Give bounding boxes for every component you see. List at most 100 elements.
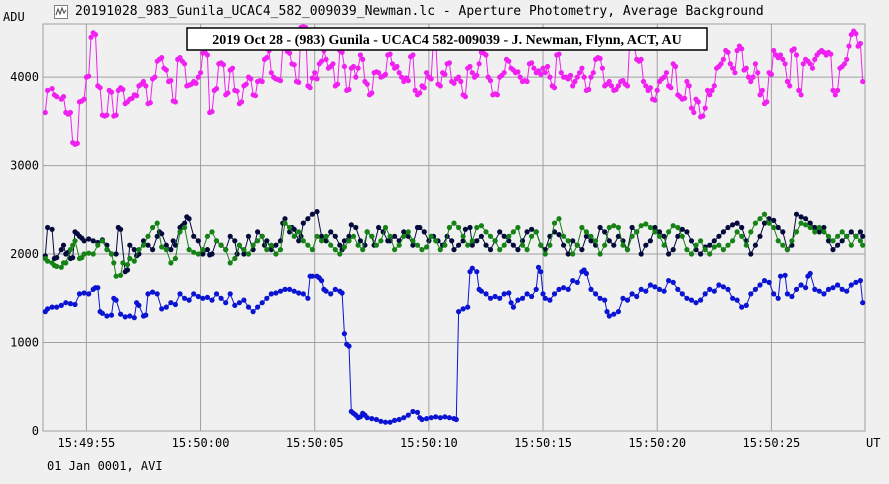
data-point	[830, 285, 836, 291]
data-point	[469, 242, 475, 248]
y-tick-label: 4000	[10, 70, 39, 84]
data-point	[780, 229, 786, 235]
data-point	[410, 242, 416, 248]
data-point	[766, 220, 772, 226]
data-point	[478, 233, 484, 239]
data-point	[209, 297, 215, 303]
data-point	[145, 242, 151, 248]
data-point	[839, 286, 845, 292]
data-point	[182, 61, 188, 67]
data-point	[844, 288, 850, 294]
data-point	[456, 309, 462, 315]
data-point	[357, 238, 363, 244]
data-point	[54, 263, 60, 269]
data-point	[414, 409, 421, 415]
data-point	[195, 251, 201, 257]
data-point	[467, 224, 473, 231]
data-point	[588, 233, 594, 239]
data-point	[127, 313, 133, 319]
data-point	[54, 304, 60, 310]
data-point	[86, 236, 92, 242]
data-point	[679, 291, 685, 297]
data-point	[624, 247, 631, 253]
data-point	[634, 293, 640, 300]
data-point	[540, 291, 546, 297]
data-point	[277, 247, 284, 253]
data-point	[305, 216, 311, 222]
data-point	[693, 242, 699, 248]
data-point	[42, 109, 48, 116]
data-point	[378, 418, 384, 424]
data-point	[517, 74, 523, 80]
data-point	[604, 309, 610, 315]
data-point	[748, 251, 754, 257]
data-point	[725, 286, 731, 292]
data-point	[108, 312, 115, 318]
data-point	[782, 61, 788, 67]
data-point	[672, 63, 679, 70]
data-point	[561, 233, 567, 239]
data-point	[487, 247, 494, 253]
data-point	[542, 70, 548, 76]
data-point	[638, 251, 644, 257]
data-point	[442, 71, 448, 77]
data-point	[775, 238, 781, 244]
data-point	[259, 78, 265, 85]
data-point	[460, 306, 466, 312]
data-point	[45, 258, 51, 264]
data-point	[602, 229, 608, 235]
data-point	[168, 260, 174, 266]
data-point	[483, 291, 489, 297]
data-point	[355, 242, 361, 248]
data-point	[150, 247, 156, 253]
data-point	[798, 214, 804, 220]
x-tick-label: 15:50:20	[628, 436, 686, 450]
data-point	[209, 109, 215, 115]
data-point	[551, 85, 558, 91]
data-point	[277, 288, 284, 294]
data-point	[565, 238, 571, 244]
data-point	[515, 69, 521, 75]
data-point	[652, 224, 658, 231]
data-point	[830, 247, 836, 253]
data-point	[768, 71, 775, 77]
data-point	[684, 295, 690, 301]
data-point	[396, 242, 402, 248]
data-point	[474, 269, 480, 275]
data-point	[120, 260, 126, 266]
data-point	[458, 78, 464, 85]
data-point	[734, 47, 740, 54]
data-point	[282, 286, 288, 292]
data-point	[579, 65, 585, 71]
data-point	[739, 46, 745, 52]
data-point	[570, 83, 576, 89]
data-point	[369, 233, 375, 239]
data-point	[227, 260, 233, 266]
data-point	[832, 92, 838, 98]
data-point	[531, 65, 537, 71]
data-point	[136, 247, 142, 253]
data-point	[688, 251, 695, 257]
data-point	[291, 62, 297, 68]
data-point	[515, 224, 521, 231]
data-point	[615, 224, 622, 231]
data-point	[451, 247, 457, 253]
data-point	[711, 288, 717, 294]
data-point	[857, 238, 864, 244]
data-point	[234, 88, 240, 94]
data-point	[339, 49, 345, 55]
data-point	[341, 244, 347, 250]
data-point	[581, 74, 587, 80]
data-point	[319, 278, 325, 284]
data-point	[748, 78, 754, 85]
data-point	[401, 229, 407, 235]
data-point	[131, 247, 137, 253]
data-point	[232, 302, 238, 308]
data-point	[410, 52, 416, 58]
data-point	[140, 78, 147, 85]
data-point	[76, 291, 83, 297]
data-point	[387, 233, 393, 239]
data-point	[405, 229, 411, 235]
data-point	[220, 62, 226, 68]
data-point	[501, 70, 507, 76]
